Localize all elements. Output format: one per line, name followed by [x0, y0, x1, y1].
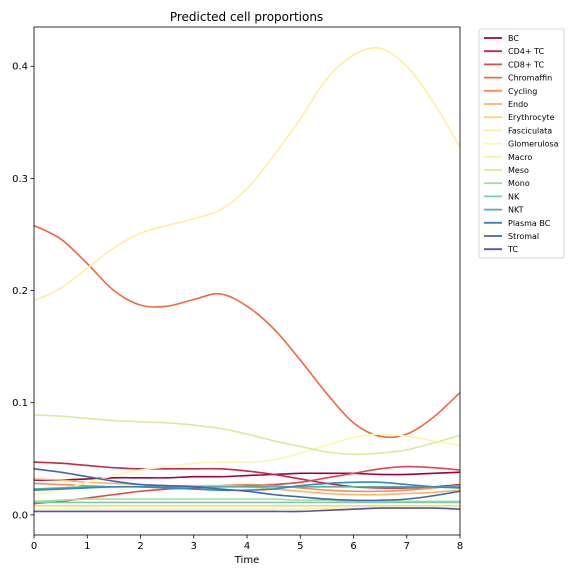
chart-title: Predicted cell proportions	[170, 10, 323, 24]
series-line-8	[33, 433, 461, 496]
x-tick-label: 7	[404, 541, 410, 552]
y-axis: 0.0 0.1 0.2 0.3 0.4	[12, 62, 34, 521]
y-tick-label: 0.0	[12, 510, 28, 521]
legend-label: TC	[507, 245, 518, 254]
x-axis-label: Time	[234, 555, 259, 566]
x-tick-label: 8	[457, 541, 463, 552]
legend-label: Fasciculata	[508, 126, 552, 135]
y-tick-label: 0.3	[12, 174, 28, 185]
series-line-1	[33, 461, 461, 489]
legend-label: Cycling	[508, 87, 537, 96]
series-line-9	[34, 506, 460, 511]
legend-label: Plasma BC	[508, 219, 551, 228]
legend-label: Glomerulosa	[508, 140, 559, 149]
legend-label: Erythrocyte	[508, 113, 555, 122]
series-line-2	[33, 465, 461, 505]
y-tick-label: 0.2	[12, 286, 28, 297]
x-tick-label: 1	[84, 541, 90, 552]
legend-label: Mono	[508, 179, 530, 188]
legend-label: CD8+ TC	[508, 60, 545, 69]
series-line-15	[33, 468, 461, 502]
legend-label: CD4+ TC	[508, 47, 545, 56]
legend-label: Meso	[508, 166, 529, 175]
legend-label: Endo	[508, 100, 528, 109]
series-line-11	[33, 498, 460, 503]
legend-label: NKT	[508, 206, 524, 215]
x-tick-label: 4	[244, 541, 250, 552]
series-layer	[33, 47, 461, 513]
series-line-3	[33, 224, 461, 439]
series-line-16	[33, 507, 461, 513]
legend-label: BC	[508, 34, 519, 43]
legend-label: Chromaffin	[508, 74, 552, 83]
x-tick-label: 0	[31, 541, 37, 552]
y-tick-label: 0.4	[12, 62, 28, 73]
series-line-14	[33, 481, 461, 492]
x-axis: 0 1 2 3 4 5 6 7 8	[31, 535, 463, 552]
legend-frame	[478, 28, 565, 259]
x-tick-label: 6	[350, 541, 356, 552]
x-tick-label: 2	[137, 541, 143, 552]
series-line-10	[33, 414, 461, 456]
series-line-7	[33, 47, 461, 302]
legend: BC CD4+ TC CD8+ TC Chromaffin Cycling Endo Ery…	[478, 28, 565, 259]
legend-label: NK	[508, 192, 520, 201]
x-tick-label: 3	[191, 541, 197, 552]
x-tick-label: 5	[297, 541, 303, 552]
y-tick-label: 0.1	[12, 398, 28, 409]
plot-frame	[33, 26, 461, 536]
legend-label: Macro	[508, 153, 532, 162]
legend-label: Stromal	[508, 232, 539, 241]
